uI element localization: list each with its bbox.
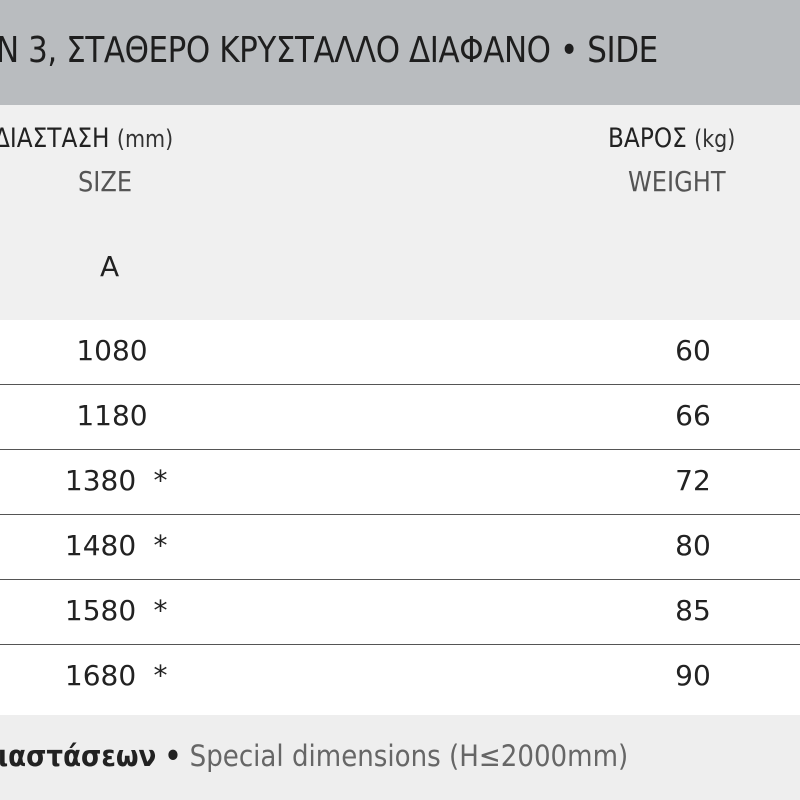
weight-cell: 85	[675, 594, 711, 627]
weight-cell: 72	[675, 464, 711, 497]
table-row: 1080 60	[0, 320, 800, 385]
column-a-label: A	[100, 250, 120, 283]
size-cell: 1680 *	[57, 659, 168, 692]
title-bar: N 3, ΣΤΑΘΕΡΟ ΚΡΥΣΤΑΛΛΟ ΔΙΑΦΑΝΟ • SIDE	[0, 0, 800, 105]
table-row: 1480 * 80	[0, 515, 800, 580]
special-mark: *	[153, 529, 168, 562]
footer-english: Special dimensions (H≤2000mm)	[189, 739, 629, 773]
size-value: 1180	[76, 399, 148, 432]
size-cell: 1180	[68, 399, 156, 432]
size-cell: 1080	[68, 334, 156, 367]
size-cell: 1580 *	[57, 594, 168, 627]
footer-greek: ιαστάσεων	[0, 739, 157, 773]
size-value: 1080	[76, 334, 148, 367]
weight-cell: 90	[675, 659, 711, 692]
table-body: 1080 60 1180 66 1380 * 72 1480 * 80 1580…	[0, 320, 800, 709]
size-cell: 1380 *	[57, 464, 168, 497]
size-header-english: SIZE	[78, 165, 133, 198]
table-title: N 3, ΣΤΑΘΕΡΟ ΚΡΥΣΤΑΛΛΟ ΔΙΑΦΑΝΟ • SIDE	[0, 30, 658, 71]
weight-cell: 66	[675, 399, 711, 432]
size-value: 1580	[64, 594, 137, 627]
weight-header-english: WEIGHT	[628, 165, 726, 198]
footer-text: ιαστάσεων • Special dimensions (H≤2000mm…	[0, 739, 628, 773]
special-mark: *	[153, 659, 168, 692]
size-value: 1480	[64, 529, 137, 562]
weight-cell: 80	[675, 529, 711, 562]
table-row: 1180 66	[0, 385, 800, 450]
table-header: ΔΙΑΣΤΑΣΗ (mm) SIZE A ΒΑΡΟΣ (kg) WEIGHT	[0, 105, 800, 320]
size-cell: 1480 *	[57, 529, 168, 562]
size-header-greek: ΔΙΑΣΤΑΣΗ	[0, 123, 110, 154]
size-value: 1380	[64, 464, 137, 497]
weight-unit: (kg)	[694, 125, 736, 153]
size-unit: (mm)	[116, 125, 174, 153]
footer-separator: •	[164, 739, 182, 773]
table-row: 1380 * 72	[0, 450, 800, 515]
weight-header-greek: ΒΑΡΟΣ	[608, 123, 687, 154]
size-header: ΔΙΑΣΤΑΣΗ (mm)	[0, 123, 173, 154]
size-value: 1680	[64, 659, 137, 692]
table-row: 1680 * 90	[0, 645, 800, 709]
weight-cell: 60	[675, 334, 711, 367]
footer-note: ιαστάσεων • Special dimensions (H≤2000mm…	[0, 715, 800, 800]
table-row: 1580 * 85	[0, 580, 800, 645]
special-mark: *	[153, 464, 168, 497]
special-mark: *	[153, 594, 168, 627]
weight-header: ΒΑΡΟΣ (kg)	[608, 123, 735, 154]
